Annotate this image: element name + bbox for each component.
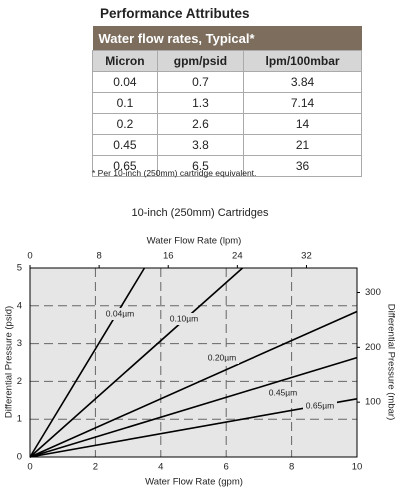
x2-tick-label: 32 [301, 251, 312, 262]
series-line [29, 398, 358, 458]
table-cell: 36 [243, 155, 362, 177]
y-tick-label: 1 [17, 414, 22, 425]
label-backdrop [266, 387, 300, 399]
label-backdrop [103, 308, 137, 320]
y2-tick-label: 200 [365, 342, 381, 353]
table-cell: 21 [243, 134, 362, 156]
y2-axis-label: Differential Pressure (mbar) [385, 304, 396, 421]
series-line [29, 356, 358, 458]
footnote: * Per 10-inch (250mm) cartridge equivale… [92, 168, 257, 178]
series-line [29, 267, 146, 458]
plot-border [29, 267, 358, 458]
label-backdrop [167, 313, 201, 325]
x-tick-label: 6 [224, 462, 229, 473]
x-tick-label: 2 [93, 462, 98, 473]
x2-axis-label: Water Flow Rate (lpm) [147, 236, 242, 247]
y-tick-label: 3 [17, 338, 22, 349]
x2-tick-label: 8 [96, 251, 101, 262]
series-label: 0.20µm [208, 352, 237, 362]
y2-tick-label: 300 [365, 287, 381, 298]
label-backdrop [303, 400, 337, 412]
section-title: Performance Attributes [100, 6, 250, 21]
table-row: 0.65 6.5 36 [92, 155, 362, 177]
y-axis-label: Differential Pressure (psid) [4, 306, 15, 418]
x-axis-label: Water Flow Rate (gpm) [145, 477, 243, 488]
table-cell: 0.65 [92, 155, 158, 177]
x-tick-label: 8 [289, 462, 294, 473]
table-header-row: Micron gpm/psid lpm/100mbar [92, 50, 362, 72]
y-tick-label: 4 [17, 300, 22, 311]
y-tick-label: 0 [17, 452, 22, 463]
table-caption-row: Water flow rates, Typical* [92, 26, 362, 51]
series-label: 0.65µm [306, 400, 335, 410]
performance-table: Water flow rates, Typical* Micron gpm/psid… [92, 26, 362, 177]
x2-tick-label: 0 [27, 251, 32, 262]
series-label: 0.10µm [170, 313, 199, 323]
x-tick-label: 10 [352, 462, 363, 473]
series-line [29, 267, 244, 458]
x2-tick-label: 16 [163, 251, 174, 262]
x-tick-label: 0 [27, 462, 32, 473]
label-backdrop [205, 352, 239, 364]
table-cell: 6.5 [156, 155, 245, 177]
series-label: 0.45µm [269, 387, 298, 397]
table-cell: 3.84 [243, 71, 362, 93]
series-label: 0.04µm [106, 308, 135, 318]
y-tick-label: 5 [17, 263, 22, 274]
series-line [29, 310, 358, 458]
chart-title: 10-inch (250mm) Cartridges [132, 207, 269, 219]
y2-tick-label: 100 [365, 397, 381, 408]
column-header: gpm/psid [156, 50, 245, 72]
plot-background [30, 268, 357, 457]
table-caption: Water flow rates, Typical* [92, 26, 362, 51]
y-tick-label: 2 [17, 376, 22, 387]
x2-tick-label: 24 [232, 251, 243, 262]
table-row: 0.2 2.6 14 [92, 113, 362, 135]
table-row: 0.04 0.7 3.84 [92, 71, 362, 93]
column-header: Micron [92, 50, 158, 72]
x-tick-label: 4 [158, 462, 163, 473]
